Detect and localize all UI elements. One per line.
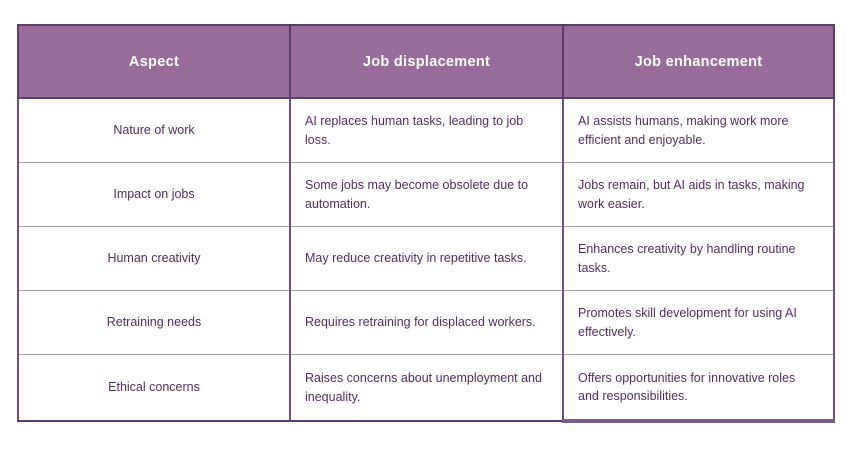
aspect-cell: Human creativity (17, 226, 291, 291)
enhancement-cell: Enhances creativity by handling routine … (562, 226, 835, 291)
table-row: Ethical concerns Raises concerns about u… (17, 354, 835, 423)
displacement-cell: May reduce creativity in repetitive task… (289, 226, 564, 291)
comparison-table-container: Aspect Job displacement Job enhancement … (17, 24, 835, 423)
table-row: Impact on jobs Some jobs may become obso… (17, 162, 835, 227)
header-job-enhancement: Job enhancement (562, 24, 835, 99)
displacement-cell: AI replaces human tasks, leading to job … (289, 97, 564, 163)
header-job-displacement: Job displacement (289, 24, 564, 99)
enhancement-cell: Promotes skill development for using AI … (562, 290, 835, 355)
aspect-cell: Retraining needs (17, 290, 291, 355)
displacement-cell: Requires retraining for displaced worker… (289, 290, 564, 355)
header-row: Aspect Job displacement Job enhancement (17, 24, 835, 99)
table-row: Human creativity May reduce creativity i… (17, 226, 835, 291)
aspect-cell: Nature of work (17, 97, 291, 163)
enhancement-cell: Offers opportunities for innovative role… (562, 354, 835, 423)
table-header: Aspect Job displacement Job enhancement (17, 24, 835, 99)
enhancement-cell: AI assists humans, making work more effi… (562, 97, 835, 163)
table-body: Nature of work AI replaces human tasks, … (17, 97, 835, 423)
aspect-cell: Ethical concerns (17, 354, 291, 422)
table-row: Nature of work AI replaces human tasks, … (17, 97, 835, 163)
table-row: Retraining needs Requires retraining for… (17, 290, 835, 355)
displacement-cell: Raises concerns about unemployment and i… (289, 354, 564, 422)
header-aspect: Aspect (17, 24, 291, 99)
aspect-cell: Impact on jobs (17, 162, 291, 227)
comparison-table: Aspect Job displacement Job enhancement … (17, 24, 835, 423)
displacement-cell: Some jobs may become obsolete due to aut… (289, 162, 564, 227)
enhancement-cell: Jobs remain, but AI aids in tasks, makin… (562, 162, 835, 227)
